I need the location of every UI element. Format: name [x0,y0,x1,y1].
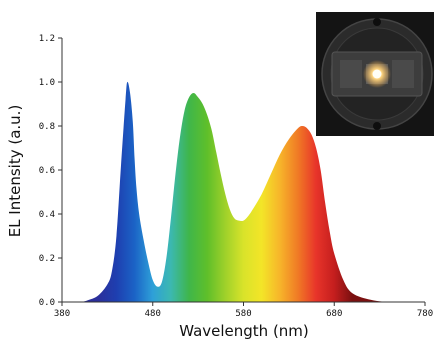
x-tick-group: 380 480 580 680 780 [54,302,433,319]
y-axis-title: EL Intensity (a.u.) [6,105,24,238]
y-tick-label: 0.0 [39,298,55,308]
y-tick-label: 0.4 [39,210,55,220]
inset-photo [316,12,434,136]
y-tick-group: 0.0 0.2 0.4 0.6 0.8 1.0 1.2 [39,34,62,308]
x-axis-title: Wavelength (nm) [179,322,309,340]
y-tick-label: 1.2 [39,34,55,44]
x-tick-label: 580 [235,309,251,319]
y-tick-label: 0.2 [39,254,55,264]
led-chip [372,69,382,79]
x-tick-label: 380 [54,309,70,319]
y-tick-label: 1.0 [39,78,55,88]
x-tick-label: 780 [417,309,433,319]
y-tick-label: 0.6 [39,166,55,176]
x-tick-label: 480 [145,309,161,319]
spectrum-area [62,81,425,303]
x-tick-label: 680 [326,309,342,319]
y-tick-label: 0.8 [39,122,55,132]
